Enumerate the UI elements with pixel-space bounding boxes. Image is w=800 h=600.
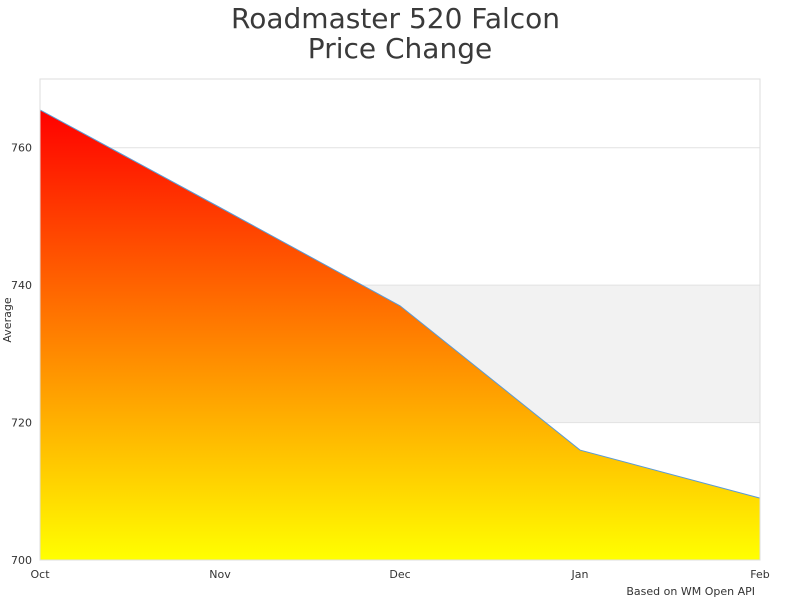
- plot-frame: [39, 78, 761, 561]
- chart-title-line-1: Roadmaster 520 Falcon: [231, 2, 560, 35]
- x-tick-label: Dec: [389, 568, 410, 581]
- y-tick-label: 700: [11, 554, 32, 567]
- y-tick-label: 760: [11, 142, 32, 155]
- y-axis-ticks: 700 720 740 760: [11, 142, 32, 567]
- y-axis-label: Average: [1, 297, 14, 342]
- y-tick-label: 720: [11, 417, 32, 430]
- x-tick-label: Oct: [30, 568, 50, 581]
- area-fill: [40, 109, 760, 561]
- y-tick-label: 740: [11, 279, 32, 292]
- x-axis-ticks: Oct Nov Dec Jan Feb: [30, 568, 769, 581]
- chart-title: Roadmaster 520 Falcon Price Change: [231, 2, 569, 65]
- x-tick-label: Feb: [750, 568, 769, 581]
- x-tick-label: Jan: [571, 568, 589, 581]
- chart-credit: Based on WM Open API: [626, 585, 755, 598]
- x-tick-label: Nov: [209, 568, 231, 581]
- chart-title-line-2: Price Change: [308, 32, 492, 65]
